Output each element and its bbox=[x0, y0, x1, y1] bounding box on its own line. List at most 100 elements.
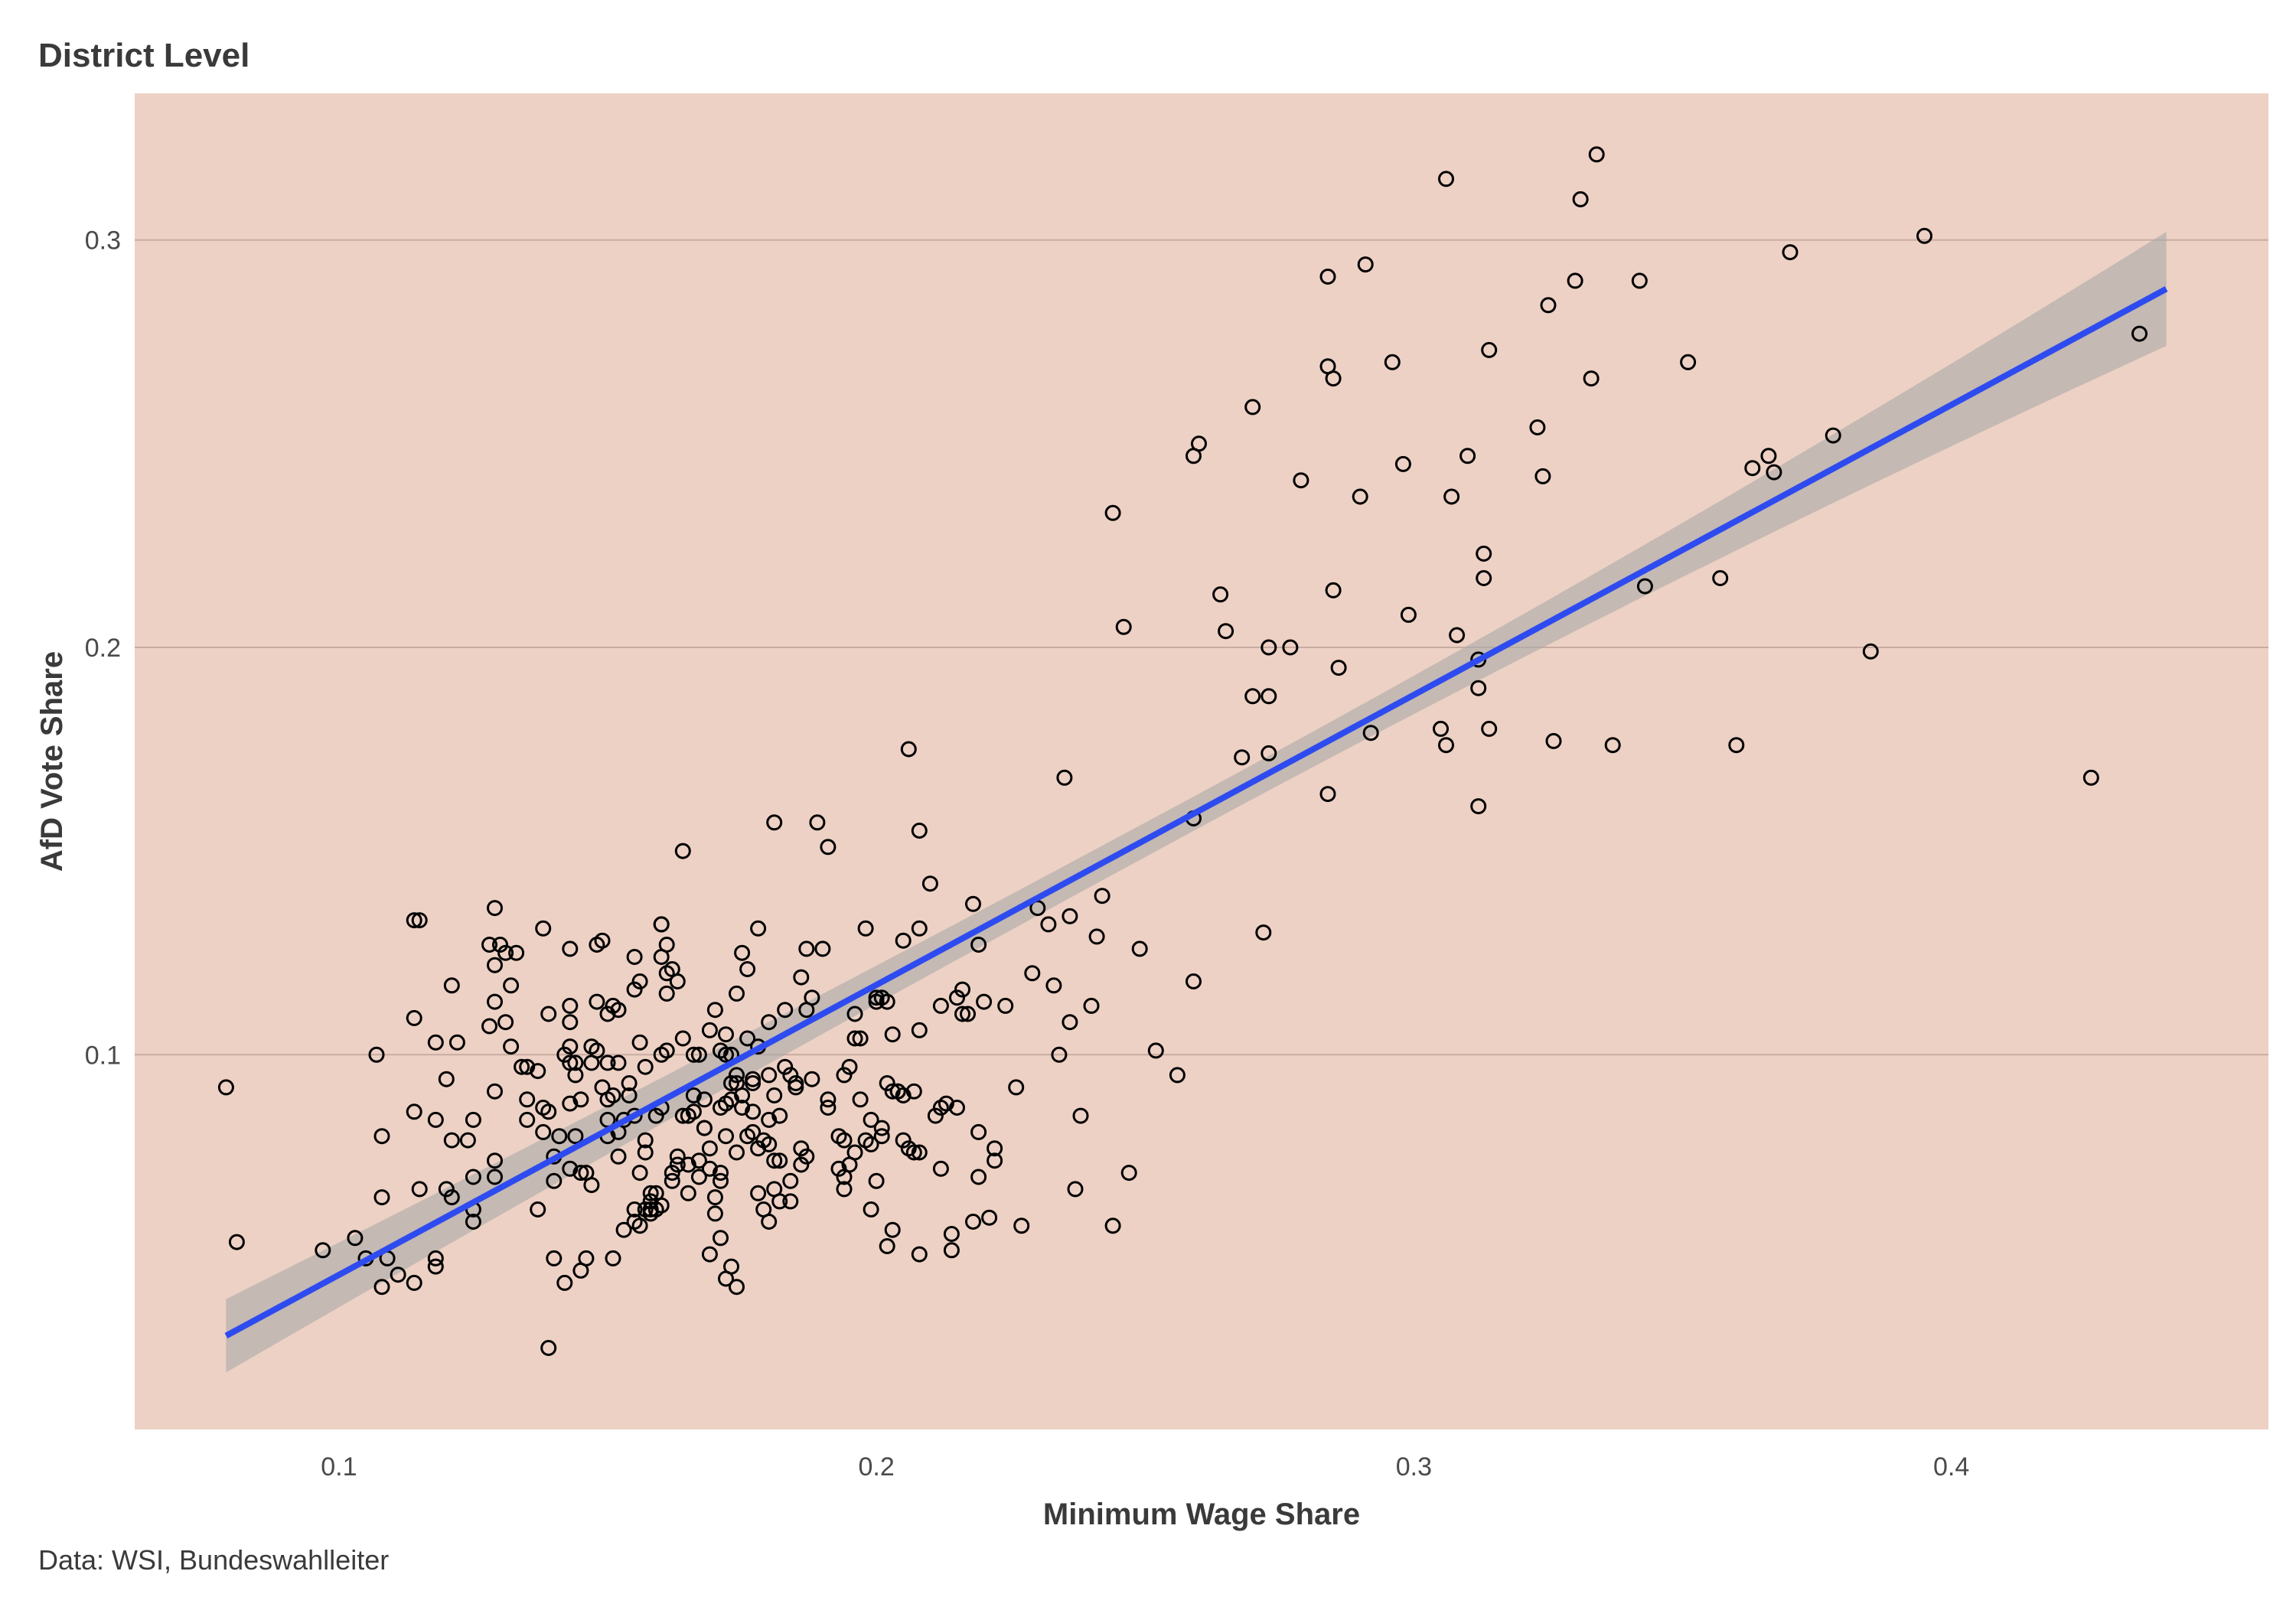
data-point bbox=[674, 1107, 691, 1124]
x-tick-labels: 0.1 0.2 0.3 0.4 bbox=[321, 1452, 1969, 1482]
data-point bbox=[1766, 464, 1782, 481]
data-point bbox=[626, 949, 643, 965]
data-point bbox=[572, 1165, 589, 1182]
data-point bbox=[411, 912, 428, 929]
data-point bbox=[685, 1103, 702, 1120]
data-point bbox=[315, 1242, 331, 1259]
data-point bbox=[766, 1087, 783, 1103]
data-point bbox=[615, 1221, 632, 1238]
data-point bbox=[1384, 354, 1401, 370]
data-point bbox=[1261, 745, 1277, 761]
data-point bbox=[551, 1128, 568, 1145]
data-point bbox=[820, 1100, 837, 1116]
data-point bbox=[1449, 627, 1466, 644]
data-point bbox=[884, 1083, 901, 1100]
data-point bbox=[1045, 977, 1062, 994]
data-point bbox=[943, 1226, 960, 1242]
x-axis-title: Minimum Wage Share bbox=[1043, 1498, 1360, 1531]
y-tick-label: 0.3 bbox=[85, 227, 121, 256]
data-point bbox=[562, 1038, 579, 1055]
data-point bbox=[771, 1152, 788, 1169]
data-point bbox=[567, 1054, 584, 1071]
data-point bbox=[228, 1234, 245, 1250]
data-point bbox=[1782, 244, 1799, 261]
data-point bbox=[1013, 1217, 1030, 1234]
data-point bbox=[701, 1160, 718, 1177]
data-point bbox=[965, 1214, 981, 1230]
data-point bbox=[562, 1014, 579, 1031]
data-point bbox=[664, 1172, 680, 1189]
data-point bbox=[690, 1046, 707, 1063]
data-point bbox=[1604, 737, 1621, 754]
data-point bbox=[846, 1144, 863, 1161]
data-point bbox=[642, 1185, 659, 1201]
data-point bbox=[804, 989, 820, 1006]
data-point bbox=[1330, 660, 1347, 676]
data-point bbox=[1680, 354, 1697, 370]
data-point bbox=[1186, 973, 1202, 989]
data-point bbox=[1319, 269, 1336, 285]
data-point bbox=[836, 1067, 853, 1084]
data-point bbox=[2082, 769, 2099, 786]
data-point bbox=[685, 1046, 702, 1063]
data-point bbox=[911, 920, 928, 937]
data-point bbox=[820, 839, 837, 856]
data-point bbox=[970, 1169, 987, 1185]
data-point bbox=[448, 1034, 465, 1051]
data-point bbox=[690, 1152, 707, 1169]
regression-line bbox=[224, 285, 2168, 1339]
data-point bbox=[852, 1030, 869, 1047]
data-point bbox=[852, 1091, 869, 1108]
data-point bbox=[1325, 370, 1342, 387]
gridlines bbox=[135, 239, 2268, 1056]
data-point bbox=[696, 1091, 713, 1108]
data-point bbox=[879, 1238, 895, 1254]
data-point bbox=[1056, 769, 1073, 786]
data-point bbox=[368, 1046, 385, 1063]
data-point bbox=[788, 1079, 804, 1096]
data-point bbox=[1636, 578, 1653, 595]
data-point bbox=[798, 1148, 815, 1165]
data-point bbox=[664, 1165, 680, 1182]
data-point bbox=[1261, 688, 1277, 705]
data-point bbox=[830, 1160, 847, 1177]
data-point bbox=[745, 1123, 762, 1140]
data-point bbox=[605, 1250, 621, 1266]
data-point bbox=[647, 1107, 664, 1124]
data-point bbox=[406, 1274, 422, 1291]
data-point bbox=[443, 1132, 460, 1149]
data-point bbox=[406, 912, 422, 929]
data-point bbox=[514, 1058, 530, 1075]
data-point bbox=[503, 1038, 520, 1055]
data-point bbox=[1534, 468, 1551, 484]
data-point bbox=[1438, 171, 1454, 187]
data-point bbox=[723, 1258, 739, 1275]
data-point bbox=[895, 1087, 912, 1103]
data-point bbox=[873, 1120, 890, 1136]
data-point bbox=[427, 1250, 444, 1266]
data-point bbox=[729, 1067, 745, 1084]
data-point bbox=[761, 1214, 778, 1230]
data-point bbox=[621, 1075, 638, 1091]
x-tick-label: 0.2 bbox=[858, 1452, 894, 1482]
data-point bbox=[1825, 427, 1841, 444]
data-point bbox=[589, 993, 605, 1010]
data-point bbox=[1433, 720, 1449, 737]
data-point bbox=[873, 1128, 890, 1145]
fit-line-layer bbox=[224, 285, 2168, 1339]
data-point bbox=[884, 1221, 901, 1238]
data-point bbox=[954, 1006, 970, 1022]
data-point bbox=[1583, 370, 1600, 387]
data-point bbox=[987, 1152, 1003, 1169]
data-point bbox=[857, 920, 874, 937]
data-point bbox=[487, 1169, 503, 1185]
data-point bbox=[1293, 472, 1309, 489]
data-point bbox=[508, 944, 525, 961]
data-point bbox=[1088, 928, 1105, 945]
data-point bbox=[879, 993, 895, 1010]
data-point bbox=[519, 1058, 536, 1075]
data-point bbox=[519, 1111, 536, 1128]
data-point bbox=[578, 1250, 595, 1266]
data-point bbox=[706, 1189, 723, 1206]
data-point bbox=[487, 900, 503, 917]
